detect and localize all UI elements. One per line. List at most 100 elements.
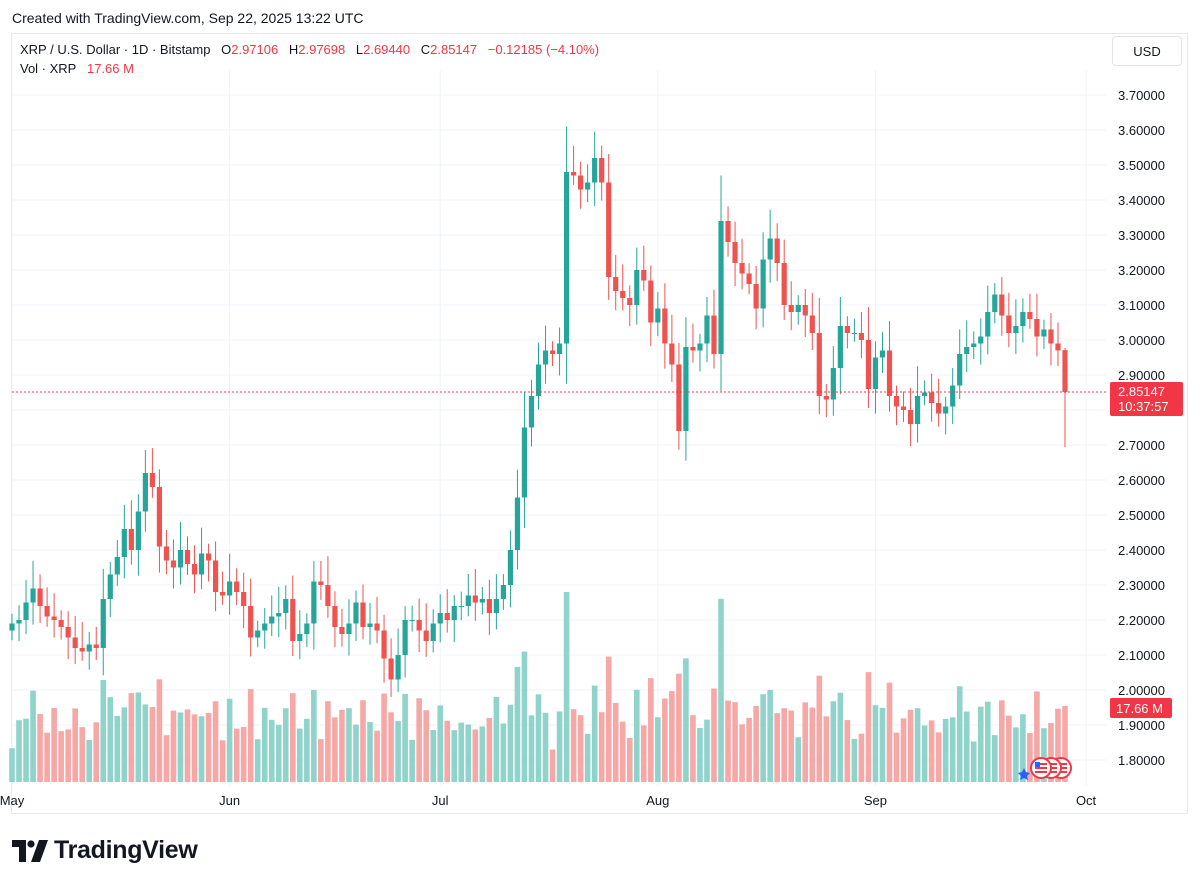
candle-body [184,550,191,564]
volume-bar [1048,723,1054,782]
candle-body [669,343,675,365]
candle-body [374,623,380,631]
volume-bar [51,707,57,782]
open-value: 2.97106 [231,42,279,57]
candle-body [416,620,422,631]
volume-bar [163,735,170,782]
volume-bar [311,689,317,782]
volume-bar [907,709,914,782]
candle-body [142,473,148,512]
candle-body [542,350,549,365]
candle-body [507,550,514,585]
y-tick-label: 2.70000 [1118,438,1165,453]
volume-bar [697,727,703,782]
candle-body [985,312,991,337]
volume-bar [346,708,352,782]
volume-bar [381,693,387,782]
tradingview-wordmark: TradingView [54,836,198,864]
candle-body [332,606,338,627]
candle-body [634,270,640,305]
volume-bar [1013,727,1019,782]
volume-bar [465,724,472,782]
volume-bar [486,717,493,782]
bar-countdown: 10:37:57 [1118,399,1169,414]
candle-body [746,273,752,284]
candle-body [964,347,970,354]
candle-body [44,606,50,617]
volume-bar [662,698,668,782]
volume-bar [879,707,886,782]
y-tick-label: 3.30000 [1118,228,1165,243]
volume-bar [837,692,844,782]
volume-bar [683,658,689,782]
volume-bar [977,706,984,782]
volume-bar [479,726,486,782]
y-axis-ticks: 1.80000 1.90000 2.00000 2.10000 2.20000 2.300… [1118,88,1165,768]
candle-body [893,396,900,407]
candle-body [9,623,15,631]
volume-bar [718,598,724,782]
volume-bar [619,721,626,782]
volume-bar [37,713,43,782]
symbol-title[interactable]: XRP / U.S. Dollar · 1D · Bitstamp [20,42,211,57]
volume-bar [121,707,128,782]
economic-events-icon[interactable] [1018,757,1072,780]
volume-bar [984,701,991,782]
currency-button[interactable]: USD [1112,36,1182,66]
candle-body [255,630,261,638]
y-tick-label: 3.10000 [1118,298,1165,313]
candle-body [592,158,598,183]
volume-bar [795,737,802,782]
candle-body [767,238,773,260]
volume-bar [753,705,759,782]
volume-bar [184,709,191,782]
volume-bar [233,728,240,782]
volume-bar [325,701,331,782]
candle-body [571,172,577,176]
close-value: 2.85147 [430,42,478,57]
candle-body [86,644,92,652]
candle-body [816,333,822,396]
volume-bar [156,679,163,782]
candle-body [276,613,282,617]
candle-body [388,658,394,680]
volume-bar [851,738,858,782]
volume-bar [830,701,837,782]
volume-bar [275,724,282,782]
y-tick-label: 3.40000 [1118,193,1165,208]
candle-body [950,385,956,407]
volume-bar [409,739,415,782]
candle-body [283,599,289,613]
volume-bar [633,689,640,782]
candle-body [844,326,850,333]
volume-bar [655,717,661,782]
volume-bar [93,722,100,782]
candle-body [922,392,928,396]
volume-bar [16,720,22,782]
volume-bar [970,741,977,782]
candle-body [992,294,998,312]
volume-bar [577,715,584,782]
volume-bar [254,739,261,782]
candle-body [697,343,703,351]
volume-bar [100,679,107,782]
y-tick-label: 2.60000 [1118,473,1165,488]
candle-body [907,410,914,424]
candle-body [1027,312,1033,319]
volume-bar [135,692,142,782]
event-star-icon [1018,768,1030,780]
candle-body [430,623,436,641]
volume-bar [956,686,963,782]
candle-body [325,585,331,606]
high-value: 2.97698 [298,42,346,57]
volume-bar [9,748,15,782]
volume-label[interactable]: Vol · XRP [20,61,77,76]
candle-body [297,634,303,641]
volume-bar [809,707,816,782]
candle-body [37,588,43,606]
candle-body [198,553,205,575]
volume-bar [339,709,345,782]
candle-body [346,623,352,634]
volume-bar [999,700,1005,782]
